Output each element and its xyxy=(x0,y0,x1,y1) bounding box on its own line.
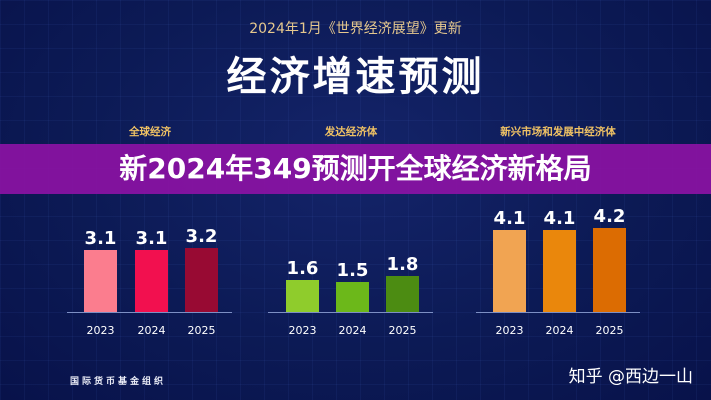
banner-text: 新2024年349预测开全球经济新格局 xyxy=(119,152,592,185)
bar xyxy=(84,250,117,312)
tick-label: 2025 xyxy=(596,324,624,337)
tick-label: 2024 xyxy=(546,324,574,337)
data-label: 4.1 xyxy=(494,208,526,229)
page-title: 经济增速预测 xyxy=(226,54,485,100)
data-label: 3.2 xyxy=(186,226,218,247)
bar xyxy=(286,280,319,312)
tick-label: 2023 xyxy=(496,324,524,337)
watermark: 知乎 @西边一山 xyxy=(568,367,693,387)
tick-label: 2025 xyxy=(389,324,417,337)
tick-label: 2023 xyxy=(289,324,317,337)
data-label: 1.8 xyxy=(387,254,419,275)
data-label: 1.5 xyxy=(337,260,369,281)
data-label: 4.1 xyxy=(544,208,576,229)
tick-label: 2023 xyxy=(87,324,115,337)
bar xyxy=(336,282,369,312)
data-label: 3.1 xyxy=(136,228,168,249)
chart-title-emerging: 新兴市场和发展中经济体 xyxy=(500,126,616,138)
tick-label: 2025 xyxy=(188,324,216,337)
chart-title-advanced: 发达经济体 xyxy=(324,126,378,138)
data-label: 3.1 xyxy=(85,228,117,249)
tick-label: 2024 xyxy=(138,324,166,337)
bar xyxy=(185,248,218,312)
data-label: 4.2 xyxy=(594,206,626,227)
bar xyxy=(135,250,168,312)
banner: 新2024年349预测开全球经济新格局 xyxy=(0,144,711,194)
data-label: 1.6 xyxy=(287,258,319,279)
chart-title-global: 全球经济 xyxy=(129,126,171,138)
bar xyxy=(543,230,576,312)
bar xyxy=(593,228,626,312)
subtitle: 2024年1月《世界经济展望》更新 xyxy=(249,21,462,37)
bar xyxy=(493,230,526,312)
bar xyxy=(386,276,419,312)
source-label: 国际货币基金组织 xyxy=(70,377,167,387)
tick-label: 2024 xyxy=(339,324,367,337)
